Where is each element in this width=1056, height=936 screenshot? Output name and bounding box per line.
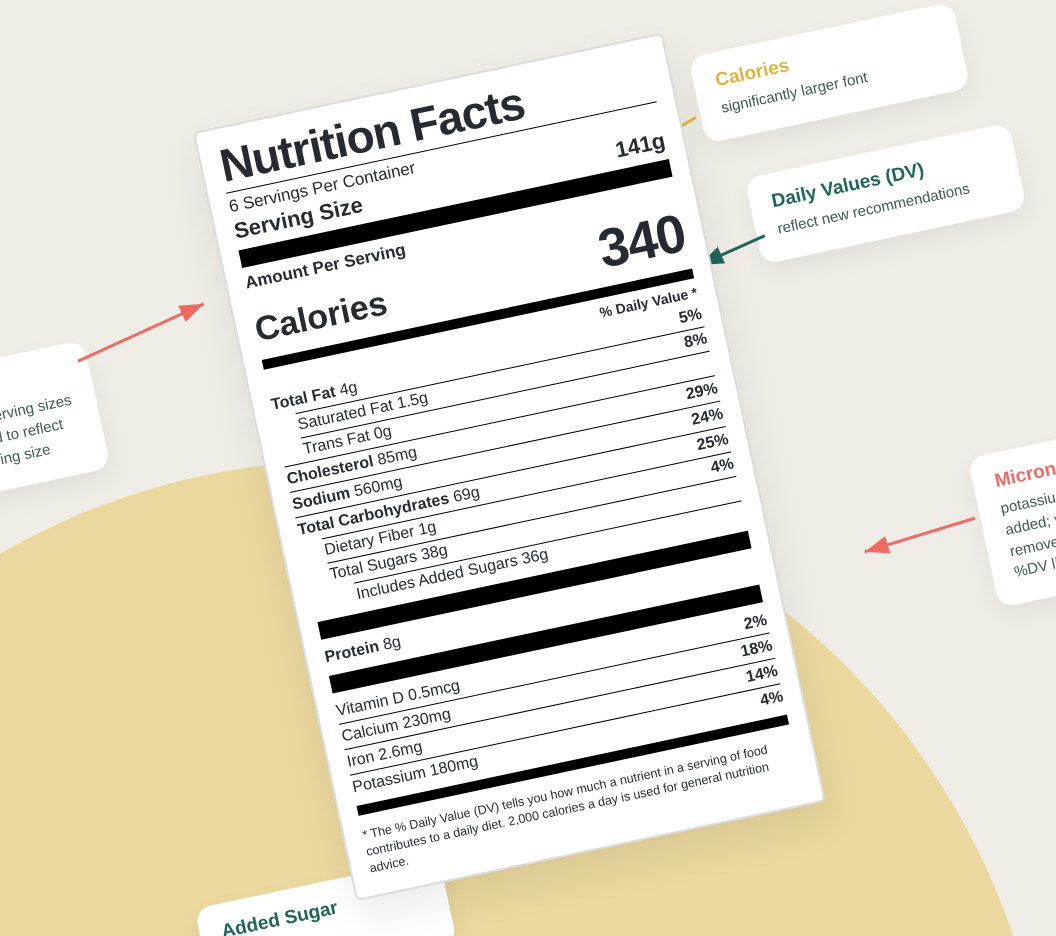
nutrient-dv: 5% (677, 306, 703, 328)
nutrient-dv: 4% (709, 455, 735, 477)
rotated-stage: Nutrition Facts 6 Servings Per Container… (0, 0, 1056, 936)
callout-micronutrients: Micronutrients potassium and vitamin D a… (968, 406, 1056, 608)
nutrient-dv (754, 558, 758, 576)
nutrient-dv (742, 504, 746, 522)
callout-calories: Calories significantly larger font (688, 2, 970, 144)
callout-title: Micronutrients (993, 429, 1056, 493)
nutrition-facts-label: Nutrition Facts 6 Servings Per Container… (193, 33, 826, 901)
callout-serving-size: Serving Size larger font; some serving s… (0, 340, 111, 520)
arrow-micronutrients (849, 495, 996, 573)
nutrient-dv: 4% (759, 688, 785, 710)
nutrient-dv (710, 355, 714, 373)
nutrient-dv (737, 480, 741, 498)
callout-dv: Daily Values (DV) reflect new recommenda… (745, 123, 1027, 265)
callout-body: larger font; some serving sizes have bee… (0, 389, 85, 496)
nutrient-dv: 2% (742, 612, 768, 634)
nutrient-dv: 8% (683, 330, 709, 352)
